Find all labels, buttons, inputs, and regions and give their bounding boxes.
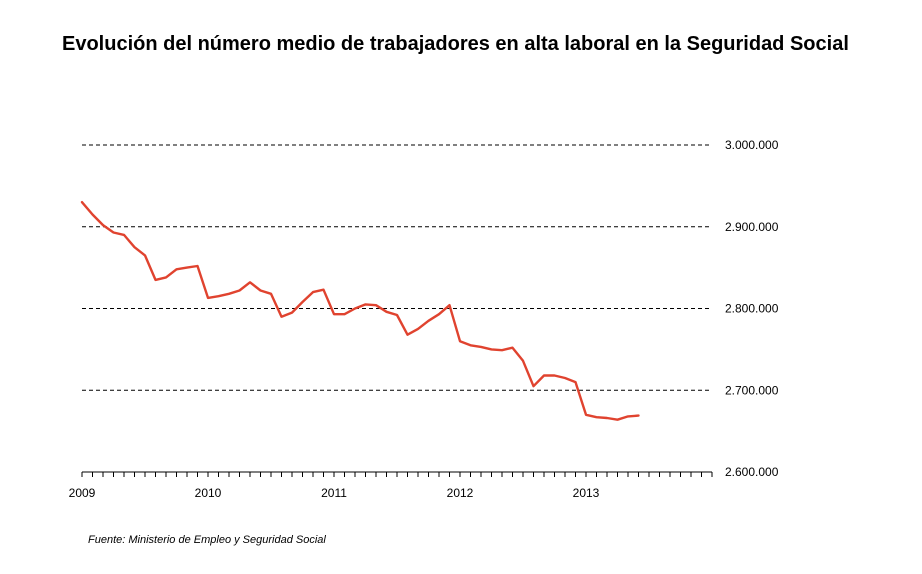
y-tick-label: 2.700.000 bbox=[725, 383, 779, 397]
gridlines bbox=[82, 144, 712, 391]
y-tick-label: 2.600.000 bbox=[725, 465, 779, 479]
y-tick-label: 3.000.000 bbox=[725, 138, 779, 152]
y-tick-label: 2.800.000 bbox=[725, 302, 779, 316]
x-tick-label: 2013 bbox=[573, 486, 600, 500]
series-line bbox=[80, 201, 640, 421]
x-tick-label: 2009 bbox=[69, 486, 96, 500]
y-tick-label: 2.900.000 bbox=[725, 220, 779, 234]
y-axis-labels: 2.600.000 2.700.000 2.800.000 2.900.000 3.00… bbox=[725, 138, 779, 479]
x-axis: 2009 2010 2011 2012 2013 bbox=[69, 471, 713, 500]
x-tick-label: 2011 bbox=[321, 486, 347, 500]
x-tick-label: 2012 bbox=[447, 486, 474, 500]
x-tick-label: 2010 bbox=[195, 486, 222, 500]
source-note: Fuente: Ministerio de Empleo y Seguridad… bbox=[88, 534, 326, 546]
series-layer bbox=[80, 201, 640, 421]
chart-title: Evolución del número medio de trabajador… bbox=[62, 33, 849, 55]
